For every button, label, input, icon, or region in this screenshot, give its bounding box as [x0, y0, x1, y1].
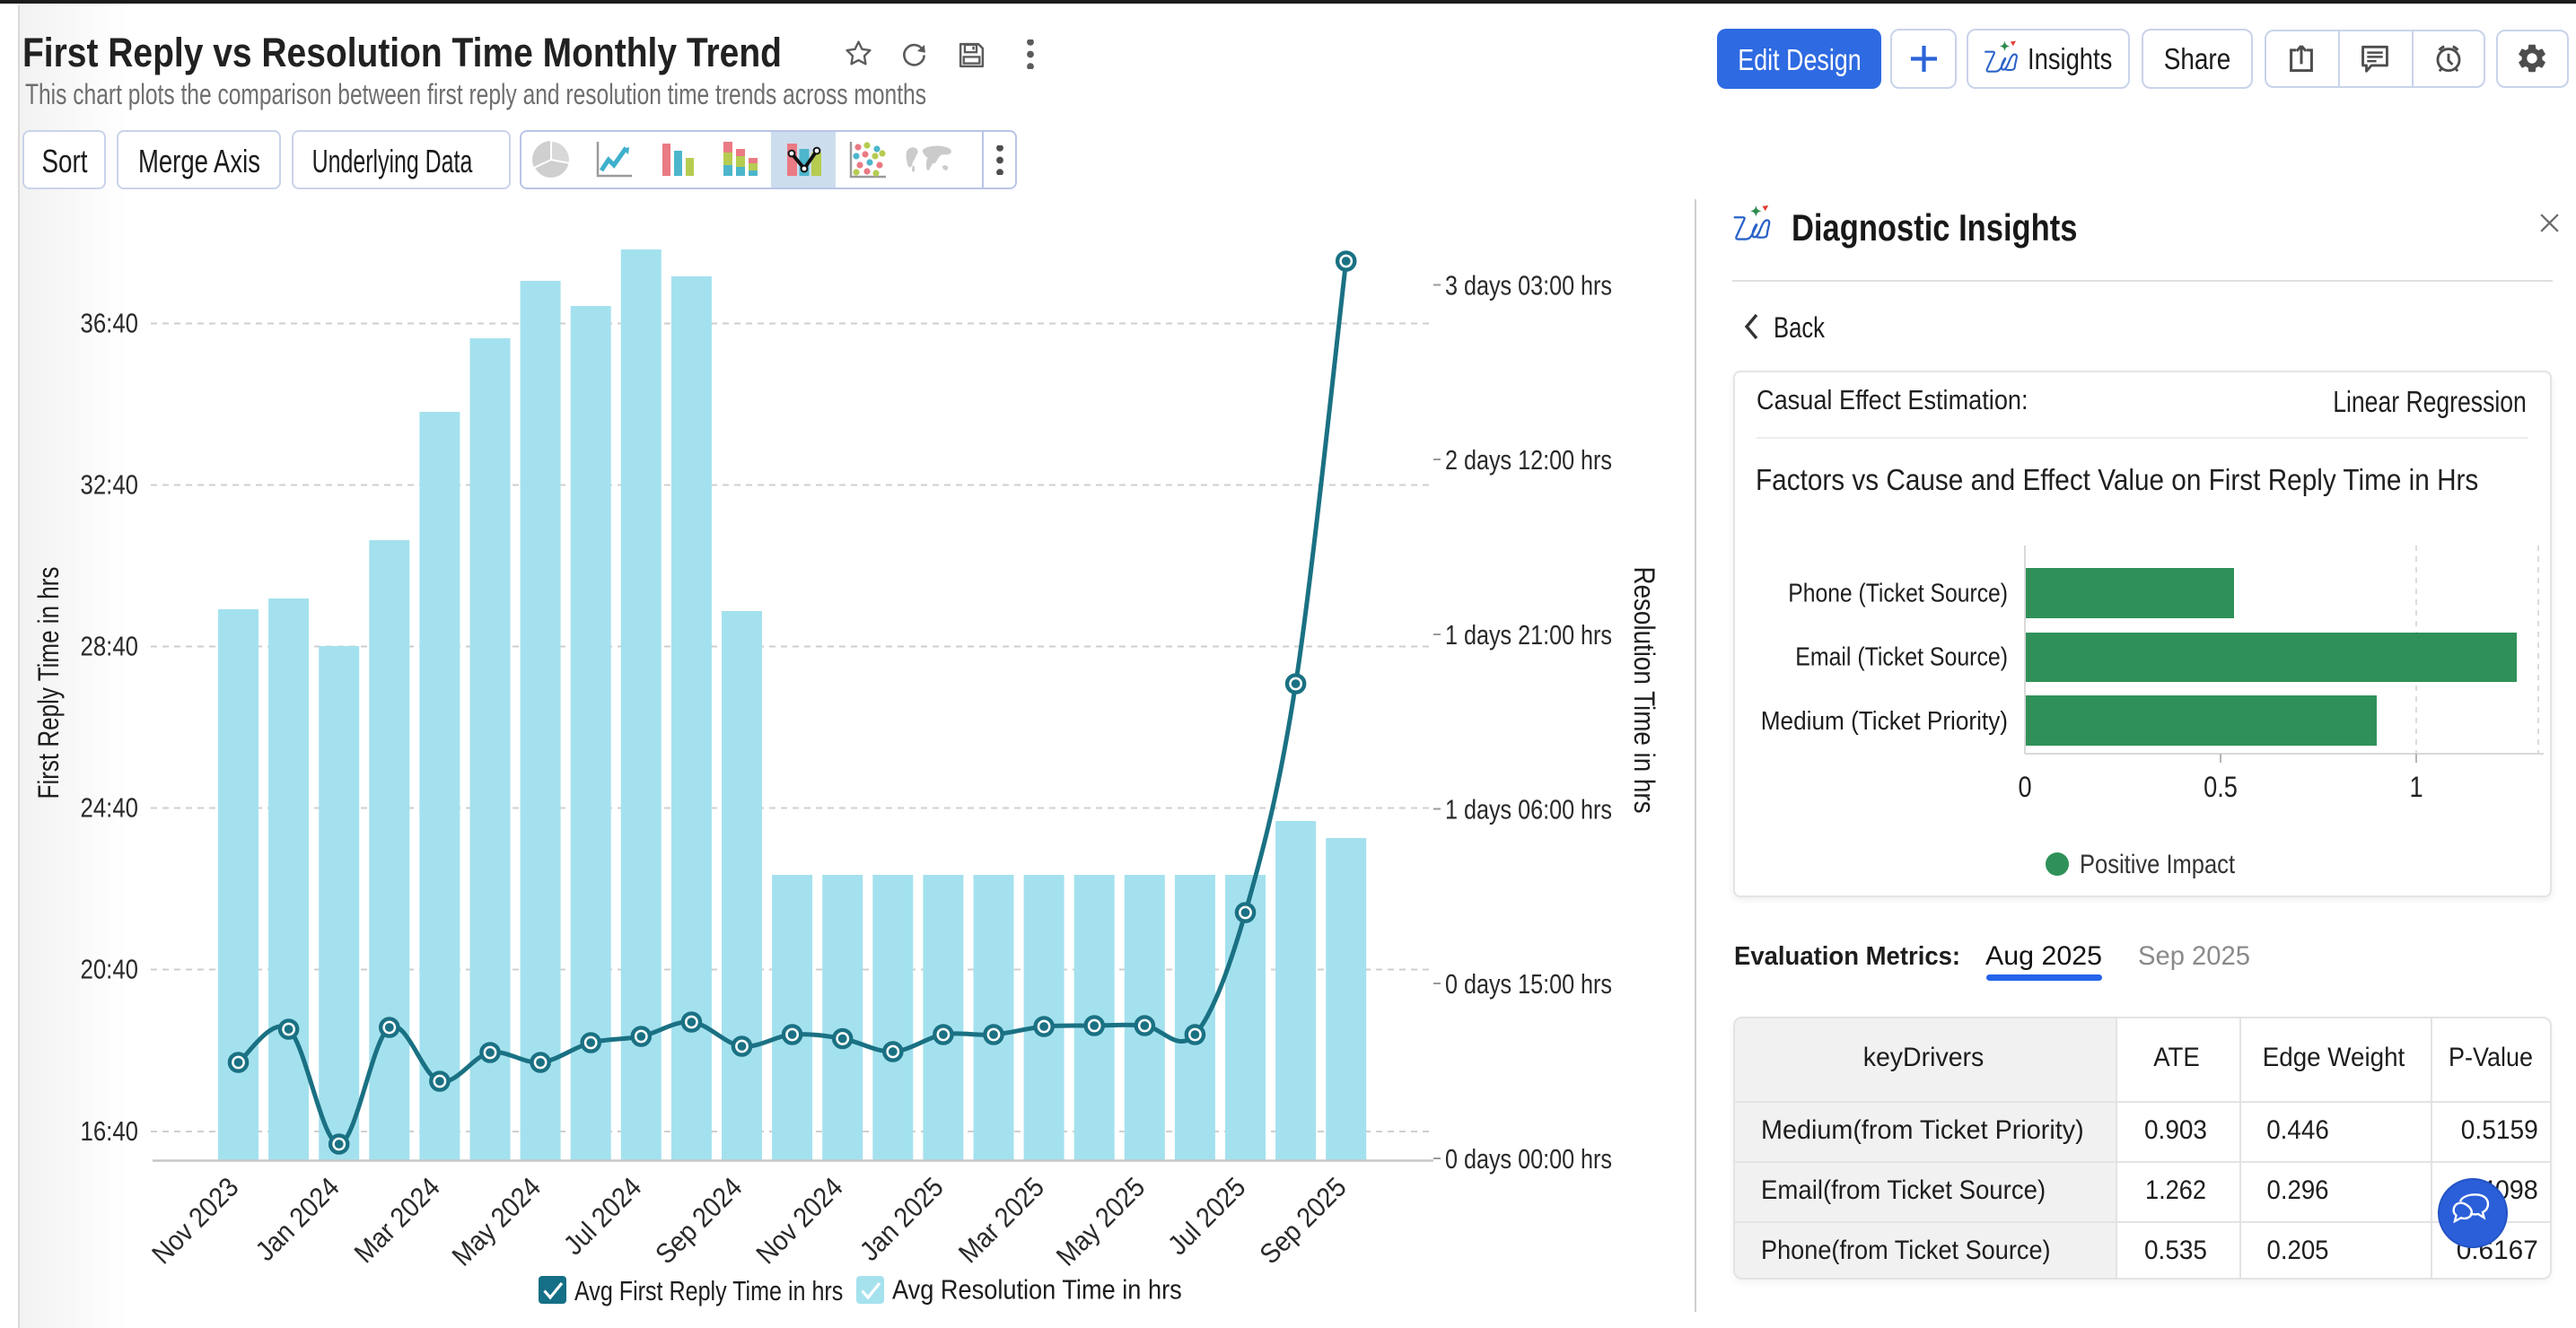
svg-text:1: 1	[2409, 772, 2423, 804]
svg-text:1 days 06:00 hrs: 1 days 06:00 hrs	[1445, 793, 1612, 825]
svg-text:Jan 2025: Jan 2025	[854, 1172, 950, 1267]
svg-text:Phone (Ticket Source): Phone (Ticket Source)	[1788, 579, 2008, 607]
svg-text:24:40: 24:40	[81, 792, 138, 824]
svg-text:0 days 15:00 hrs: 0 days 15:00 hrs	[1445, 967, 1612, 999]
svg-text:28:40: 28:40	[81, 631, 138, 662]
svg-text:Sep 2024: Sep 2024	[650, 1172, 749, 1271]
svg-text:First Reply Time in hrs: First Reply Time in hrs	[33, 567, 65, 799]
svg-text:1 days 21:00 hrs: 1 days 21:00 hrs	[1445, 618, 1612, 650]
svg-text:Resolution Time in hrs: Resolution Time in hrs	[1627, 566, 1659, 813]
svg-text:0.5: 0.5	[2204, 772, 2238, 804]
svg-text:Mar 2025: Mar 2025	[953, 1172, 1051, 1270]
svg-text:Sep 2025: Sep 2025	[1254, 1172, 1353, 1271]
svg-text:20:40: 20:40	[81, 954, 138, 985]
svg-text:Avg First Reply Time in hrs: Avg First Reply Time in hrs	[574, 1274, 843, 1306]
svg-text:16:40: 16:40	[81, 1116, 138, 1148]
svg-text:May 2024: May 2024	[446, 1172, 547, 1272]
svg-text:Nov 2023: Nov 2023	[146, 1172, 245, 1271]
svg-text:Avg Resolution Time in hrs: Avg Resolution Time in hrs	[892, 1275, 1182, 1306]
svg-text:36:40: 36:40	[81, 308, 138, 339]
svg-text:Jan 2024: Jan 2024	[250, 1172, 345, 1267]
svg-text:Jul 2024: Jul 2024	[558, 1172, 648, 1262]
svg-text:May 2025: May 2025	[1051, 1172, 1152, 1272]
svg-text:0 days 00:00 hrs: 0 days 00:00 hrs	[1445, 1142, 1612, 1174]
svg-text:Jul 2025: Jul 2025	[1162, 1172, 1252, 1262]
svg-text:2 days 12:00 hrs: 2 days 12:00 hrs	[1445, 443, 1612, 475]
svg-text:Email (Ticket Source): Email (Ticket Source)	[1795, 642, 2008, 671]
svg-text:Positive Impact: Positive Impact	[2080, 849, 2235, 878]
svg-text:3 days 03:00 hrs: 3 days 03:00 hrs	[1445, 269, 1612, 301]
svg-text:Medium (Ticket Priority): Medium (Ticket Priority)	[1761, 706, 2008, 736]
svg-text:Nov 2024: Nov 2024	[750, 1172, 849, 1271]
svg-text:32:40: 32:40	[81, 469, 138, 501]
svg-text:Mar 2024: Mar 2024	[348, 1172, 446, 1270]
svg-text:0: 0	[2018, 772, 2031, 804]
